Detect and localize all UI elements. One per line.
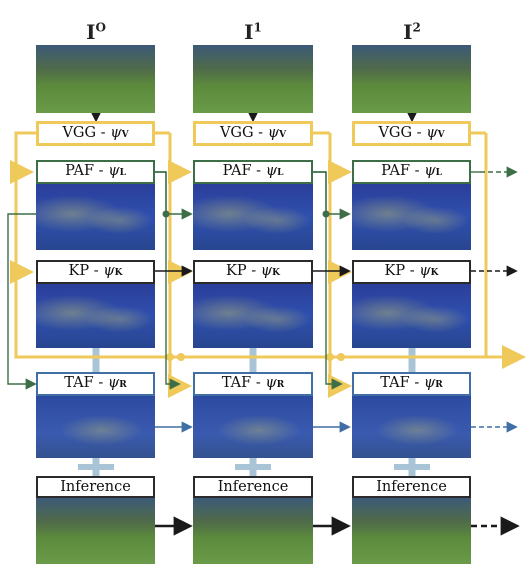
kp-label-1: KP - ψK [193,260,313,284]
output-frame-1 [193,498,313,564]
kp-label-0: KP - ψK [36,260,155,284]
inference-label-0: Inference [36,476,155,498]
image-to-vgg-arrows [91,112,417,123]
output-frame-0 [36,498,155,564]
kp-label-2: KP - ψK [352,260,471,284]
input-frame-2 [352,45,471,113]
taf-label-2: TAF - ψR [352,372,471,396]
paf-heatmap-2 [352,184,471,250]
inference-label-2: Inference [352,476,471,498]
column-title-1: I1 [244,20,262,44]
paf-label-0: PAF - ψL [36,160,155,184]
taf-label-0: TAF - ψR [36,372,155,396]
column-title-0: IO [86,20,106,44]
paf-label-1: PAF - ψL [193,160,313,184]
green-junction-dots [162,210,330,218]
vgg-label-0: VGG - ψV [36,121,155,146]
output-frame-2 [352,498,471,564]
inference-label-1: Inference [193,476,313,498]
vgg-feature-wiring [10,131,526,398]
paf-to-taf-loop [7,213,37,390]
kp-heatmap-1 [193,284,313,348]
taf-label-1: TAF - ψR [193,372,313,396]
taf-map-2 [352,396,471,458]
vgg-label-1: VGG - ψV [193,121,313,146]
yellow-junction-dots [166,353,345,361]
paf-label-2: PAF - ψL [352,160,471,184]
paf-heatmap-0 [36,184,155,250]
input-frame-1 [193,45,313,113]
input-frame-0 [36,45,155,113]
paf-temporal-wiring [155,166,518,390]
kp-heatmap-0 [36,284,155,348]
column-title-2: I2 [403,20,421,44]
vgg-label-2: VGG - ψV [352,121,471,146]
vertical-connector-caps [78,464,430,470]
paf-heatmap-1 [193,184,313,250]
taf-map-0 [36,396,155,458]
kp-heatmap-2 [352,284,471,348]
taf-map-1 [193,396,313,458]
